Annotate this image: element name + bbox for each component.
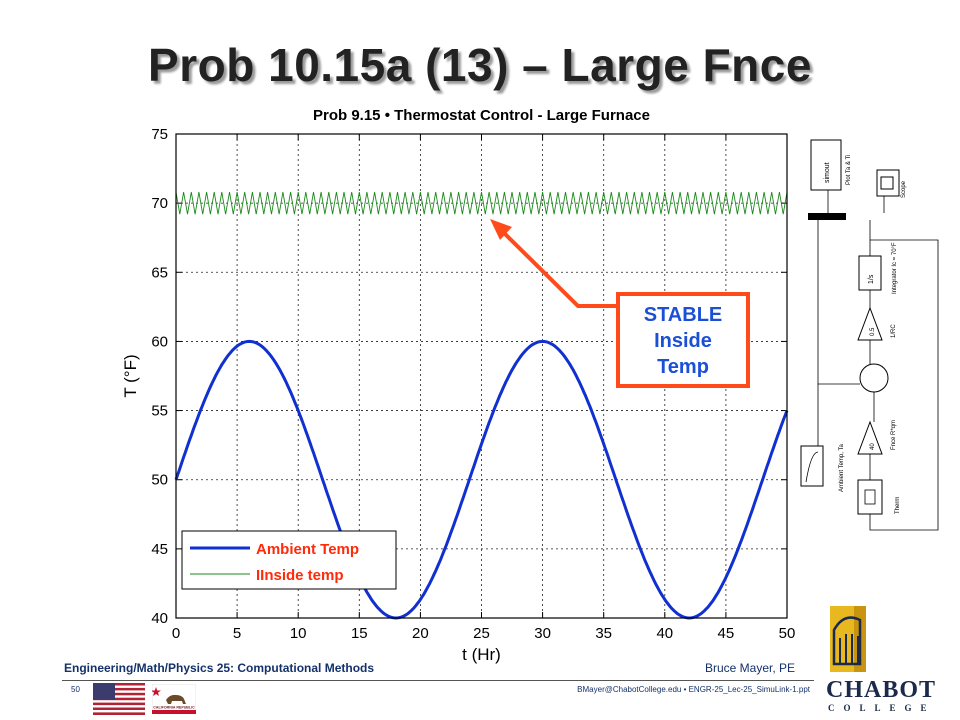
x-tick-label: 10 (290, 625, 307, 642)
x-tick-label: 15 (351, 625, 368, 642)
y-tick-label: 75 (151, 126, 168, 143)
sum-block (859, 363, 889, 393)
y-axis-label: T (°F) (121, 354, 140, 397)
x-tick-label: 0 (172, 625, 180, 642)
x-tick-label: 20 (412, 625, 429, 642)
slide-number: 50 (71, 685, 80, 694)
simulink-diagram: simout Plot Ta & Ti Scope 1/s Integrator Ic … (800, 139, 939, 531)
y-tick-label: 65 (151, 264, 168, 281)
x-tick-label: 45 (718, 625, 735, 642)
y-tick-label: 55 (151, 403, 168, 420)
chart-title: Prob 9.15 • Thermostat Control - Large F… (313, 107, 650, 124)
integrator-label: 1/s (868, 274, 875, 284)
legend-label-ambient: Ambient Temp (256, 541, 359, 558)
footer-divider (62, 680, 814, 681)
legend: Ambient Temp IInside temp (181, 530, 397, 590)
relay-icon (864, 489, 876, 505)
x-tick-label: 35 (595, 625, 612, 642)
y-tick-label: 40 (151, 610, 168, 627)
relay-block (857, 479, 883, 515)
callout-line-3: Temp (657, 356, 709, 378)
x-tick-label: 50 (779, 625, 796, 642)
footer-author: Bruce Mayer, PE (705, 661, 796, 675)
relay-label: Therm (895, 497, 901, 514)
legend-label-inside: IInside temp (256, 567, 344, 584)
callout-line-1: STABLE (643, 304, 723, 326)
sine-icon (805, 451, 819, 483)
simout-block (810, 139, 842, 191)
callout-arrow-line (498, 227, 616, 308)
logo-name: CHABOT (826, 677, 937, 703)
y-tick-label: 60 (151, 333, 168, 350)
y-tick-label: 70 (151, 195, 168, 212)
scope-screen (880, 176, 894, 190)
x-tick-label: 25 (473, 625, 490, 642)
slide-title: Prob 10.15a (13) – Large Fnce (148, 39, 812, 91)
logo-sub: COLLEGE (828, 703, 936, 713)
x-tick-label: 30 (534, 625, 551, 642)
plot-frame (175, 133, 788, 619)
fnce-gain-label: Fnce R*qm (891, 420, 897, 450)
wire-ambient-up (817, 220, 860, 385)
callout-arrowhead (490, 219, 512, 240)
footer-email-file: BMayer@ChabotCollege.edu • ENGR-25_Lec-2… (577, 685, 810, 694)
stable-callout: STABLE Inside Temp (616, 292, 750, 388)
california-flag-icon: CALIFORNIA REPUBLIC (152, 684, 196, 714)
ambient-label: Ambient Temp, Ta (839, 444, 845, 492)
y-tick-label: 50 (151, 472, 168, 489)
plot-label: Plot Ta & Ti (846, 155, 852, 185)
california-flag-text: CALIFORNIA REPUBLIC (153, 706, 195, 710)
simout-label: simout (824, 162, 831, 183)
legend-box (181, 530, 397, 590)
mux-bar (808, 213, 846, 220)
footer-course: Engineering/Math/Physics 25: Computation… (64, 661, 375, 675)
x-tick-label: 40 (656, 625, 673, 642)
ambient-source-block (800, 445, 824, 487)
integrator-ic-label: Integrator Ic = 70°F (892, 242, 898, 294)
gain-1rc-label: 1/RC (891, 324, 897, 338)
inside-temp-line (175, 192, 788, 215)
callout-line-2: Inside (654, 330, 712, 352)
gain-value-label: 0.5 (870, 327, 876, 336)
x-axis-label: t (Hr) (462, 645, 501, 664)
x-tick-label: 5 (233, 625, 241, 642)
chabot-logo-icon (830, 606, 866, 672)
us-flag-icon (93, 683, 145, 715)
scope-label: Scope (901, 180, 907, 198)
wire-feedback (869, 239, 939, 531)
wire-ambient-sum (812, 384, 819, 447)
y-tick-label: 45 (151, 541, 168, 558)
fnce-gain-value: 40 (870, 443, 876, 450)
